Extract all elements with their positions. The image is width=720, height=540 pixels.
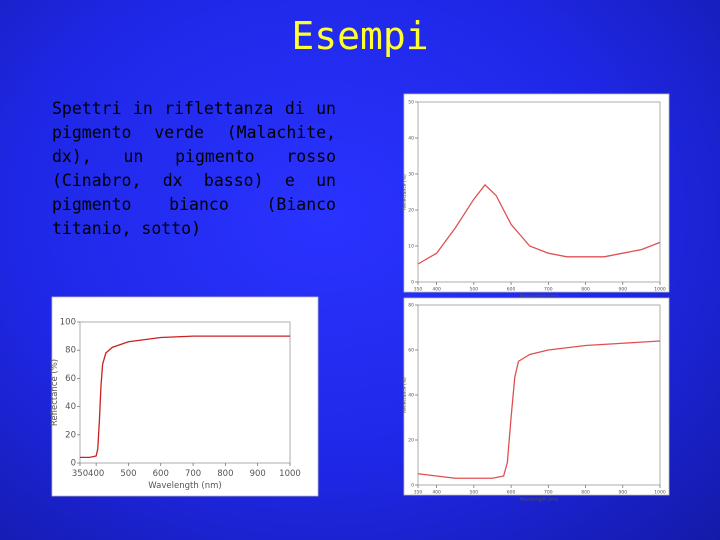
x-tick-label: 400 [432, 490, 441, 496]
y-axis-label: Reflectance (%) [50, 359, 60, 426]
x-tick-label: 350 [414, 287, 423, 293]
x-tick-label: 700 [185, 469, 201, 479]
x-tick-label: 700 [544, 287, 553, 293]
y-tick-label: 0 [411, 280, 414, 286]
x-tick-label: 600 [153, 469, 169, 479]
x-tick-label: 400 [432, 287, 441, 293]
y-tick-label: 0 [71, 459, 76, 469]
y-tick-label: 100 [60, 318, 76, 328]
x-tick-label: 800 [581, 490, 590, 496]
x-tick-label: 500 [470, 287, 479, 293]
x-tick-label: 350 [414, 490, 423, 496]
x-tick-label: 900 [618, 287, 627, 293]
x-axis-label: Wavelength (nm) [148, 481, 221, 491]
x-tick-label: 500 [470, 490, 479, 496]
x-tick-label: 800 [217, 469, 233, 479]
x-tick-label: 1000 [654, 287, 666, 293]
x-axis-label: Wavelength (nm) [520, 496, 559, 502]
y-tick-label: 60 [408, 348, 414, 354]
x-tick-label: 800 [581, 287, 590, 293]
y-tick-label: 80 [65, 346, 76, 356]
y-tick-label: 40 [65, 402, 76, 412]
y-tick-label: 50 [408, 100, 414, 106]
x-tick-label: 600 [507, 287, 516, 293]
x-tick-label: 400 [88, 469, 104, 479]
slide-text: Spettri in riflettanza di un pigmento ve… [52, 99, 336, 238]
data-line [417, 183, 661, 265]
y-tick-label: 20 [65, 430, 76, 440]
x-tick-label: 700 [544, 490, 553, 496]
y-tick-label: 40 [408, 393, 414, 399]
plot-area [417, 304, 661, 486]
y-tick-label: 0 [411, 483, 414, 489]
y-tick-label: 10 [408, 244, 414, 250]
y-tick-label: 20 [408, 208, 414, 214]
x-tick-label: 1000 [654, 490, 666, 496]
chart: 0 20 40 60 80 100 350 400 500 600 700 800 900 1000 Wav… [50, 296, 319, 497]
data-line [417, 340, 661, 479]
chart: 0 20 40 60 80 350 400 500 600 700 800 900 1000 Wavele… [402, 297, 670, 502]
y-tick-label: 40 [408, 136, 414, 142]
x-tick-label: 500 [120, 469, 136, 479]
y-tick-label: 80 [408, 303, 414, 309]
x-tick-label: 900 [618, 490, 627, 496]
chart: 0 10 20 30 40 50 350 400 500 600 700 800 900 1000 Wave… [402, 93, 670, 299]
plot-area [417, 101, 661, 283]
x-tick-label: 900 [250, 469, 266, 479]
x-tick-label: 600 [507, 490, 516, 496]
x-axis-label: Wavelength (nm) [520, 293, 559, 299]
x-tick-label: 1000 [279, 469, 301, 479]
slide-title: Esempi [291, 14, 429, 58]
y-axis-label: Reflectance (%) [402, 377, 408, 413]
data-line [80, 335, 290, 459]
plot-area [79, 321, 291, 464]
y-axis-label: Reflectance (%) [402, 174, 408, 210]
y-tick-label: 30 [408, 172, 414, 178]
y-tick-label: 20 [408, 438, 414, 444]
y-tick-label: 60 [65, 374, 76, 384]
x-tick-label: 350 [72, 469, 88, 479]
